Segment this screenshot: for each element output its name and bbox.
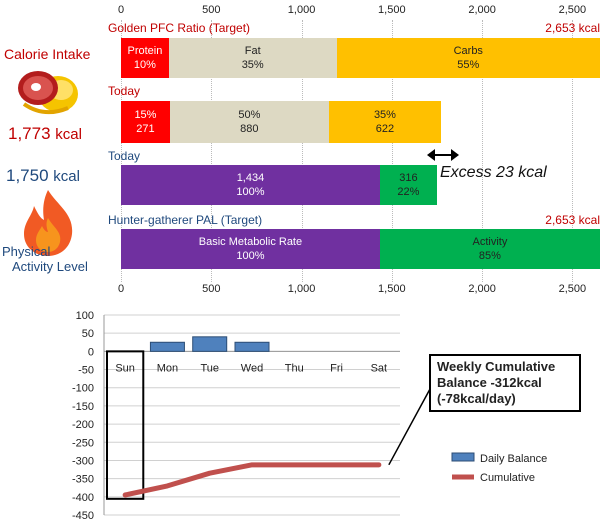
top-axis-bottom-tick-label: 2,000 bbox=[468, 283, 496, 295]
weekly-x-tick-label: Mon bbox=[157, 362, 178, 374]
top-axis-tick-label: 500 bbox=[202, 4, 221, 16]
flame-icon bbox=[24, 190, 73, 256]
segment-value: 35% bbox=[241, 59, 264, 71]
weekly-y-tick-label: -300 bbox=[72, 455, 94, 467]
segment-label: 15% bbox=[134, 109, 157, 121]
segment-value: 55% bbox=[457, 59, 480, 71]
burn-unit: kcal bbox=[53, 168, 80, 185]
weekly-y-tick-label: -350 bbox=[72, 474, 94, 486]
daily-balance-bar bbox=[234, 341, 270, 352]
daily-balance-bar bbox=[192, 336, 228, 352]
weekly-summary-box: Weekly Cumulative Balance -312kcal (-78k… bbox=[429, 354, 581, 412]
top-axis-bottom-tick-label: 1,500 bbox=[378, 283, 406, 295]
segment-label: Fat bbox=[244, 45, 261, 57]
weekly-y-tick-label: -100 bbox=[72, 383, 94, 395]
bar-segment-bmr: 1,434 100% bbox=[121, 165, 380, 205]
top-axis-gridline bbox=[121, 20, 122, 282]
top-axis-gridline bbox=[482, 20, 484, 282]
highlight-day-box bbox=[106, 350, 145, 500]
bar-segment-activity: 316 22% bbox=[379, 165, 437, 205]
weekly-x-tick-label: Fri bbox=[330, 362, 343, 374]
segment-label: 1,434 bbox=[236, 172, 265, 184]
top-axis-gridline bbox=[391, 20, 393, 282]
burn-number: 1,750 bbox=[6, 166, 49, 185]
weekly-x-tick-label: Tue bbox=[200, 362, 219, 374]
weekly-y-tick-label: -200 bbox=[72, 419, 94, 431]
bar-row-title: Today bbox=[108, 149, 141, 163]
segment-label: Activity bbox=[472, 236, 508, 248]
weekly-y-tick-label: -250 bbox=[72, 437, 94, 449]
cumulative-line bbox=[122, 462, 382, 498]
bar-segment-carbs: 35% 622 bbox=[328, 101, 442, 143]
weekly-x-tick-label: Sat bbox=[371, 362, 388, 374]
top-axis-gridline bbox=[572, 20, 574, 282]
double-arrow-icon bbox=[427, 149, 459, 161]
pfc-pal-chart: 0 0 500 500 1,000 1,000 1,500 1,500 2,000 2,000 2,… bbox=[108, 4, 600, 295]
excess-label: Excess 23 kcal bbox=[440, 164, 547, 181]
weekly-x-tick-label: Thu bbox=[285, 362, 304, 374]
bar-segment-protein: 15% 271 bbox=[121, 101, 170, 143]
top-axis-tick-label: 2,000 bbox=[468, 4, 496, 16]
top-axis-bottom-tick-label: 2,500 bbox=[558, 283, 587, 295]
segment-label: Basic Metabolic Rate bbox=[198, 236, 303, 248]
bar-segment-bmr: Basic Metabolic Rate 100% bbox=[121, 229, 380, 269]
top-axis-bottom-tick-label: 1,000 bbox=[287, 283, 316, 295]
segment-label: 316 bbox=[399, 172, 418, 184]
weekly-y-tick-label: 0 bbox=[88, 346, 94, 358]
intake-number: 1,773 bbox=[8, 124, 51, 143]
legend-daily-label: Daily Balance bbox=[480, 453, 547, 465]
bar-row-title: Today bbox=[108, 84, 141, 98]
segment-value: 100% bbox=[236, 250, 265, 262]
top-axis-gridline bbox=[301, 20, 303, 282]
segment-label: Protein bbox=[127, 45, 163, 57]
weekly-x-tick-label: Wed bbox=[241, 362, 263, 374]
segment-value: 880 bbox=[240, 123, 259, 135]
intake-value: 1,773 kcal bbox=[8, 124, 82, 144]
top-axis-tick-label: 2,500 bbox=[558, 4, 587, 16]
weekly-balance-chart: 100 50 0 -50 -100 -150 -200 -250 -300 -350 -400 -45… bbox=[72, 310, 547, 522]
pal-line2: Activity Level bbox=[12, 259, 88, 274]
segment-value: 85% bbox=[478, 250, 501, 262]
segment-value: 622 bbox=[375, 123, 395, 135]
top-axis-tick-label: 1,000 bbox=[287, 4, 316, 16]
calorie-intake-label: Calorie Intake bbox=[4, 46, 91, 62]
segment-label: 50% bbox=[238, 109, 261, 121]
daily-balance-bar bbox=[149, 341, 185, 352]
weekly-y-tick-label: -450 bbox=[72, 510, 94, 522]
segment-value: 22% bbox=[397, 186, 420, 198]
weekly-y-tick-label: -150 bbox=[72, 401, 94, 413]
pal-label: Physical Activity Level bbox=[2, 244, 88, 274]
bar-segment-protein: Protein 10% bbox=[121, 38, 169, 78]
top-axis-bottom-tick-label: 0 bbox=[117, 283, 125, 295]
legend-daily-swatch bbox=[451, 452, 475, 462]
segment-label: 35% bbox=[373, 109, 396, 121]
meat-fruit-icon bbox=[18, 71, 78, 115]
weekly-y-tick-label: 50 bbox=[82, 328, 94, 340]
weekly-y-tick-label: -50 bbox=[78, 365, 94, 377]
bar-row-total-label: 2,653 kcal bbox=[545, 21, 600, 35]
annotation-connector bbox=[388, 388, 431, 466]
burn-value: 1,750 kcal bbox=[6, 166, 80, 186]
bar-segment-carbs: Carbs 55% bbox=[336, 38, 600, 78]
segment-value: 271 bbox=[136, 123, 155, 135]
legend-cumulative-label: Cumulative bbox=[480, 472, 535, 484]
weekly-y-tick-label: 100 bbox=[76, 310, 94, 322]
bar-row-title: Golden PFC Ratio (Target) bbox=[108, 21, 251, 35]
bar-segment-fat: 50% 880 bbox=[169, 101, 329, 143]
weekly-y-tick-label: -400 bbox=[72, 492, 94, 504]
top-axis-tick-label: 1,500 bbox=[378, 4, 406, 16]
bar-row-title: Hunter-gatherer PAL (Target) bbox=[108, 213, 263, 227]
segment-value: 10% bbox=[133, 59, 156, 71]
segment-value: 100% bbox=[236, 186, 265, 198]
intake-unit: kcal bbox=[55, 126, 82, 143]
bar-segment-fat: Fat 35% bbox=[168, 38, 337, 78]
bar-row-total-label: 2,653 kcal bbox=[545, 213, 600, 227]
pal-line1: Physical bbox=[2, 244, 51, 259]
top-axis-bottom-tick-label: 500 bbox=[202, 283, 221, 295]
top-axis-tick-label: 0 bbox=[117, 4, 125, 16]
segment-label: Carbs bbox=[453, 45, 483, 57]
bar-segment-activity: Activity 85% bbox=[379, 229, 600, 269]
top-axis-gridline bbox=[211, 20, 213, 282]
weekly-x-tick-label: Sun bbox=[115, 362, 135, 374]
